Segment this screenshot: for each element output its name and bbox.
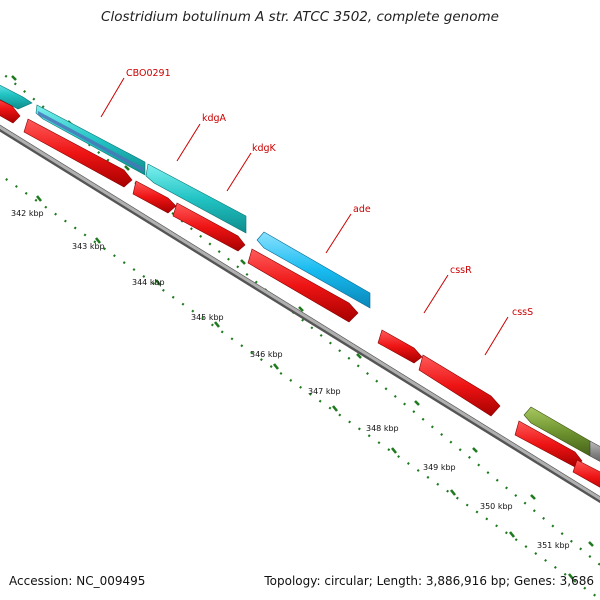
inner-major-ticks <box>35 195 575 580</box>
gene-reverse[interactable] <box>0 80 33 110</box>
reverse-strand-genes <box>0 80 600 468</box>
gene-forward[interactable] <box>247 248 359 323</box>
gene-label-leaders <box>100 77 509 356</box>
gene-label-kdga[interactable]: kdgA <box>202 113 227 124</box>
gene-reverse[interactable] <box>523 406 591 457</box>
tick-label: 343 kbp <box>72 242 105 251</box>
genome-backbone <box>0 124 600 504</box>
gene-reverse-band <box>38 111 144 172</box>
gene-forward[interactable] <box>572 459 600 494</box>
tick-label: 347 kbp <box>308 387 341 396</box>
tick-label: 350 kbp <box>480 502 513 511</box>
gene-label-kdgk[interactable]: kdgK <box>252 143 277 154</box>
tick-label: 348 kbp <box>366 424 399 433</box>
gene-reverse[interactable] <box>145 163 247 234</box>
gene-forward[interactable] <box>23 118 133 188</box>
gene-label-cssr[interactable]: cssR <box>450 265 472 276</box>
tick-label: 344 kbp <box>132 278 165 287</box>
gene-forward[interactable] <box>0 95 21 124</box>
tick-label: 349 kbp <box>423 463 456 472</box>
inner-tick-ring <box>0 173 600 600</box>
gene-label-cbo0291[interactable]: CBO0291 <box>126 68 171 79</box>
gene-label-ade[interactable]: ade <box>353 204 371 215</box>
gene-label-csss[interactable]: cssS <box>512 307 533 318</box>
gene-reverse[interactable] <box>589 440 600 468</box>
tick-labels: 342 kbp 343 kbp 344 kbp 345 kbp 346 kbp … <box>11 209 570 550</box>
gene-labels: CBO0291 kdgA kdgK ade cssR cssS <box>126 68 533 318</box>
outer-tick-ring <box>0 69 600 567</box>
tick-label: 351 kbp <box>537 541 570 550</box>
topology-text: Topology: circular; Length: 3,886,916 bp… <box>264 574 594 588</box>
gene-reverse[interactable] <box>256 231 371 309</box>
gene-forward[interactable] <box>418 354 501 417</box>
genome-title: Clostridium botulinum A str. ATCC 3502, … <box>101 9 499 25</box>
gene-forward[interactable] <box>172 202 246 252</box>
accession-text: Accession: NC_009495 <box>9 574 146 588</box>
tick-label: 346 kbp <box>250 350 283 359</box>
gene-forward[interactable] <box>132 180 177 214</box>
gene-forward[interactable] <box>377 329 423 364</box>
tick-label: 342 kbp <box>11 209 44 218</box>
forward-strand-genes <box>0 95 600 494</box>
tick-label: 345 kbp <box>191 313 224 322</box>
